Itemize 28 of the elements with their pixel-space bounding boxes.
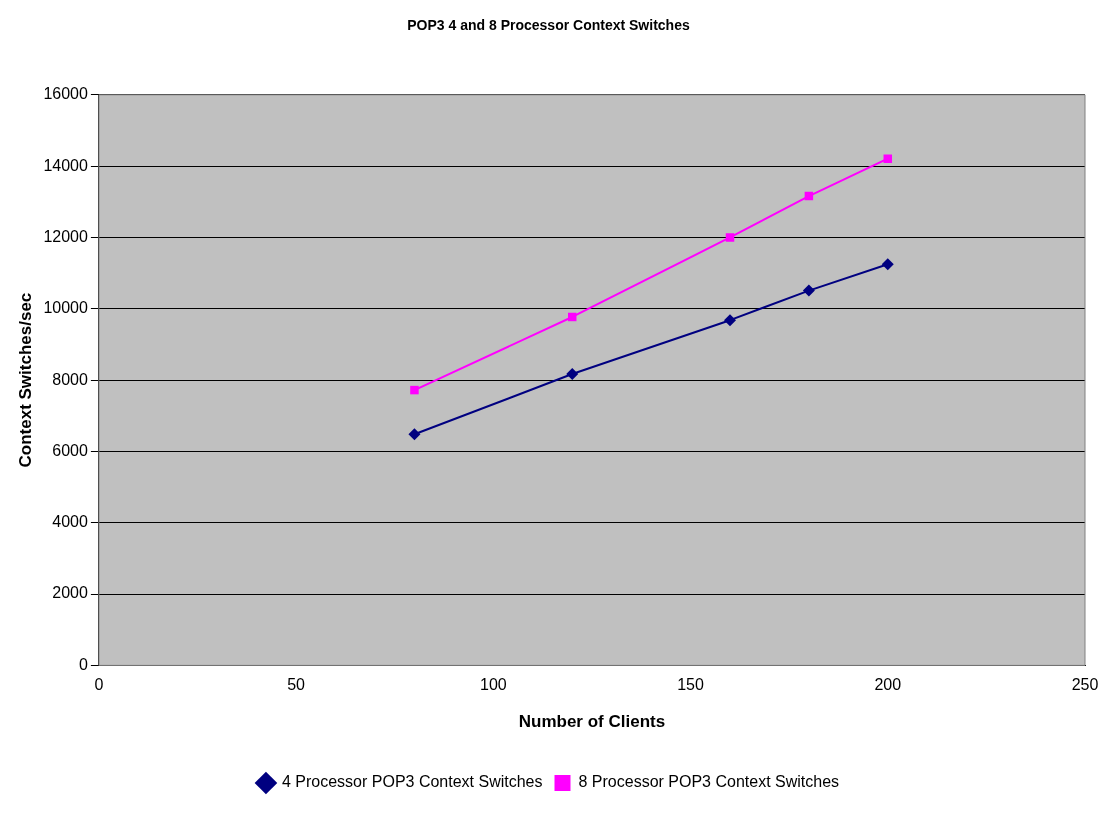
x-tick-label: 50: [287, 676, 306, 694]
x-tick-label: 150: [677, 676, 704, 694]
legend-label: 4 Processor POP3 Context Switches: [281, 773, 543, 791]
x-axis-title: Number of Clients: [518, 712, 666, 732]
y-tick-label: 14000: [43, 156, 88, 174]
y-tick-label: 6000: [52, 441, 88, 459]
y-axis-title: Context Switches/sec: [15, 292, 35, 468]
y-tick-label: 8000: [52, 370, 88, 388]
y-tick-label: 4000: [52, 513, 88, 531]
legend-label: 8 Processor POP3 Context Switches: [578, 773, 840, 791]
point: [410, 385, 419, 395]
point: [725, 233, 735, 242]
x-tick-label: 250: [1071, 676, 1099, 694]
point: [802, 284, 815, 297]
chart-title: POP3 4 and 8 Processor Context Switches: [407, 17, 690, 34]
y-tick-label: 0: [78, 655, 88, 673]
y-tick-label: 2000: [52, 584, 88, 602]
y-tick-label: 16000: [43, 85, 88, 103]
point: [566, 368, 579, 381]
x-tick-label: 0: [94, 676, 104, 694]
point: [724, 314, 736, 327]
y-tick-label: 10000: [43, 299, 88, 317]
point: [408, 428, 421, 441]
point: [881, 258, 894, 271]
y-tick-label: 12000: [43, 227, 88, 245]
x-tick-label: 200: [874, 676, 902, 694]
x-tick-label: 100: [479, 676, 507, 694]
point: [883, 154, 893, 163]
